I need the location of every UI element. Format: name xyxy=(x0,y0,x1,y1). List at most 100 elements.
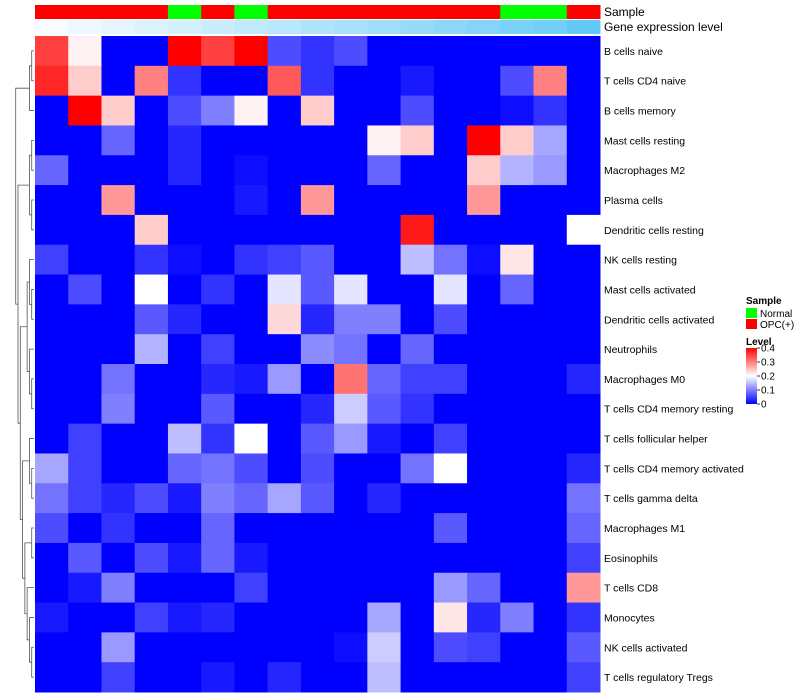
heatmap-cell xyxy=(500,185,535,216)
heatmap-cell xyxy=(467,662,501,693)
heatmap-cell xyxy=(267,214,302,246)
heatmap-cell xyxy=(367,364,402,395)
heatmap-cell xyxy=(400,572,435,604)
heatmap-cell xyxy=(334,334,368,365)
heatmap-cell xyxy=(68,334,102,365)
heatmap-cell xyxy=(267,483,302,514)
heatmap-cell xyxy=(101,662,136,693)
heatmap-cell xyxy=(134,542,169,574)
sample-annotation-cell xyxy=(35,5,69,19)
heatmap-cell xyxy=(467,453,501,484)
expression-annotation-cell xyxy=(566,20,601,34)
heatmap-cell xyxy=(334,214,368,246)
sample-annotation-cell xyxy=(367,5,402,19)
legend-tick-label: 0 xyxy=(761,400,767,411)
heatmap-cell xyxy=(467,185,501,216)
heatmap-cell xyxy=(267,393,302,425)
heatmap-cell xyxy=(334,364,368,395)
heatmap-cell xyxy=(367,542,402,574)
heatmap-cell xyxy=(267,244,302,276)
heatmap-cell xyxy=(533,542,568,574)
legend-tick-label: 0.1 xyxy=(761,386,775,397)
heatmap-cell xyxy=(566,364,601,395)
heatmap-cell xyxy=(234,65,269,97)
heatmap-cell xyxy=(167,334,202,365)
heatmap-cell xyxy=(367,36,402,67)
row-label: Mast cells resting xyxy=(604,135,685,147)
heatmap-cell xyxy=(134,632,169,663)
heatmap-cell xyxy=(566,155,601,186)
dendrogram-branch xyxy=(24,542,32,615)
heatmap-cell xyxy=(533,214,568,246)
column-annotations xyxy=(35,5,601,34)
heatmap-cell xyxy=(68,483,102,514)
heatmap-cell xyxy=(533,364,568,395)
heatmap-cell xyxy=(267,423,302,454)
heatmap-cell xyxy=(433,513,468,544)
sample-annotation-cell xyxy=(68,5,102,19)
heatmap-cell xyxy=(433,423,468,454)
heatmap-cell xyxy=(35,95,69,126)
heatmap-cell xyxy=(334,155,368,186)
heatmap-cell xyxy=(68,65,102,97)
sample-annotation-cell xyxy=(467,5,501,19)
heatmap-cell xyxy=(167,304,202,335)
heatmap-cell xyxy=(300,334,335,365)
heatmap-cell xyxy=(267,662,302,693)
heatmap-cell xyxy=(35,155,69,186)
heatmap-cell xyxy=(300,274,335,305)
row-label: T cells CD8 xyxy=(604,583,658,595)
heatmap-cells xyxy=(35,36,601,693)
heatmap-cell xyxy=(167,423,202,454)
heatmap-cell xyxy=(134,155,169,186)
sample-annotation-cell xyxy=(400,5,435,19)
annotation-title-expression: Gene expression level xyxy=(604,20,723,34)
heatmap-cell xyxy=(201,65,235,97)
heatmap-cell xyxy=(500,572,535,604)
expression-annotation-cell xyxy=(500,20,535,34)
heatmap-cell xyxy=(400,65,435,97)
dendrogram-branch xyxy=(31,50,34,82)
dendrogram-branch xyxy=(31,289,34,320)
heatmap-cell xyxy=(400,602,435,633)
heatmap-cell xyxy=(201,542,235,574)
heatmap-cell xyxy=(533,95,568,126)
heatmap-cell xyxy=(234,632,269,663)
heatmap-cell xyxy=(500,453,535,484)
heatmap-cell xyxy=(201,334,235,365)
heatmap-cell xyxy=(467,364,501,395)
heatmap-cell xyxy=(234,304,269,335)
heatmap-cell xyxy=(267,632,302,663)
heatmap-cell xyxy=(68,423,102,454)
heatmap-cell xyxy=(334,274,368,305)
heatmap-cell xyxy=(400,632,435,663)
heatmap-cell xyxy=(267,155,302,186)
heatmap-cell xyxy=(134,572,169,604)
heatmap-cell xyxy=(367,513,402,544)
heatmap-cell xyxy=(167,572,202,604)
heatmap-cell xyxy=(68,185,102,216)
heatmap-cell xyxy=(101,185,136,216)
heatmap-cell xyxy=(300,483,335,514)
row-label: T cells CD4 memory resting xyxy=(604,404,733,416)
heatmap-cell xyxy=(300,364,335,395)
heatmap-cell xyxy=(334,662,368,693)
heatmap-cell xyxy=(433,155,468,186)
heatmap-cell xyxy=(201,572,235,604)
heatmap-cell xyxy=(467,334,501,365)
heatmap-cell xyxy=(500,662,535,693)
heatmap-cell xyxy=(167,95,202,126)
heatmap-cell xyxy=(533,483,568,514)
expression-annotation-cell xyxy=(400,20,435,34)
row-labels: B cells naive T cells CD4 naive B cells me… xyxy=(604,46,744,684)
heatmap-cell xyxy=(566,453,601,484)
expression-annotation-cell xyxy=(367,20,402,34)
row-label: B cells memory xyxy=(604,106,677,118)
heatmap-cell xyxy=(35,423,69,454)
heatmap-cell xyxy=(68,125,102,156)
heatmap-cell xyxy=(35,125,69,156)
heatmap-cell xyxy=(367,244,402,276)
heatmap-cell xyxy=(134,36,169,67)
heatmap-cell xyxy=(201,662,235,693)
heatmap-cell xyxy=(167,632,202,663)
